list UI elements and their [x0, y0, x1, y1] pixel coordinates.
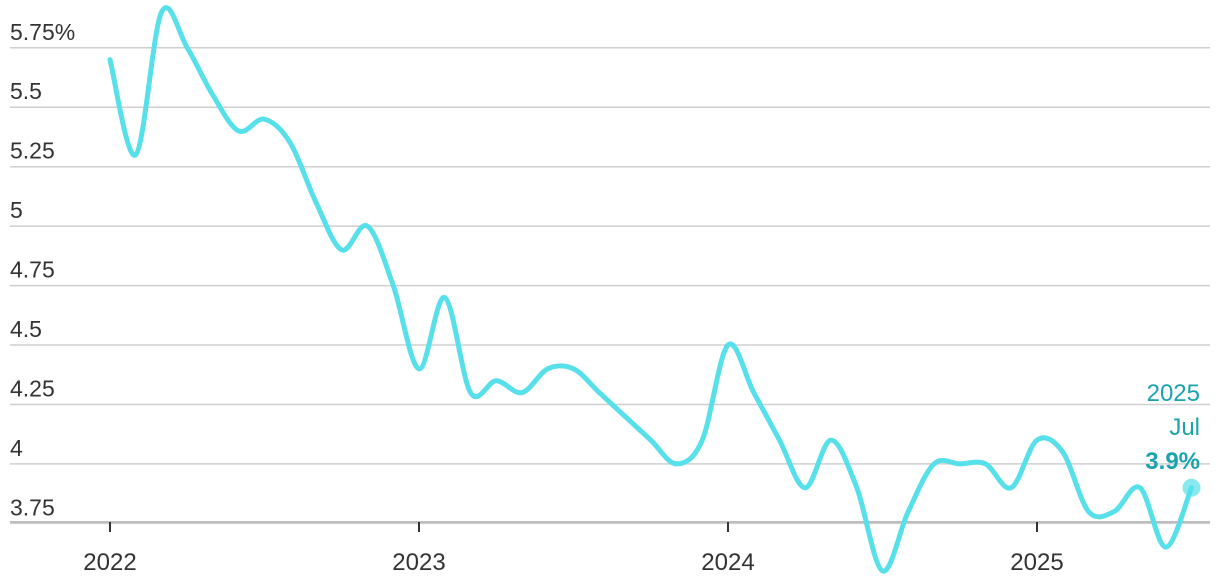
y-tick-label: 5	[10, 197, 23, 223]
x-tick-label: 2024	[701, 549, 754, 576]
x-axis: 2022 2023 2024 2025	[10, 521, 1210, 576]
last-value-annotation: 2025 Jul 3.9%	[1145, 380, 1200, 475]
y-axis-labels: 3.75 4 4.25 4.5 4.75 5 5.25 5.5 5.75%	[10, 19, 75, 521]
x-tick-label: 2023	[392, 549, 445, 576]
y-tick-label: 4.5	[10, 316, 42, 342]
y-tick-label: 3.75	[10, 494, 55, 520]
grid-layer	[10, 47, 1210, 525]
y-tick-label: 5.5	[10, 78, 42, 104]
annotation-month: Jul	[1169, 414, 1200, 441]
last-point-marker	[1182, 478, 1201, 497]
series-layer	[107, 5, 1201, 574]
y-tick-label: 4.75	[10, 257, 55, 283]
y-tick-label: 4	[10, 435, 23, 461]
series-line	[107, 5, 1194, 574]
y-tick-label: 5.75%	[10, 19, 75, 45]
x-tick-label: 2022	[83, 549, 136, 576]
x-tick-label: 2025	[1010, 549, 1063, 576]
annotation-year: 2025	[1147, 380, 1200, 407]
y-tick-label: 5.25	[10, 138, 55, 164]
y-tick-label: 4.25	[10, 375, 55, 401]
annotation-value: 3.9%	[1145, 448, 1200, 475]
